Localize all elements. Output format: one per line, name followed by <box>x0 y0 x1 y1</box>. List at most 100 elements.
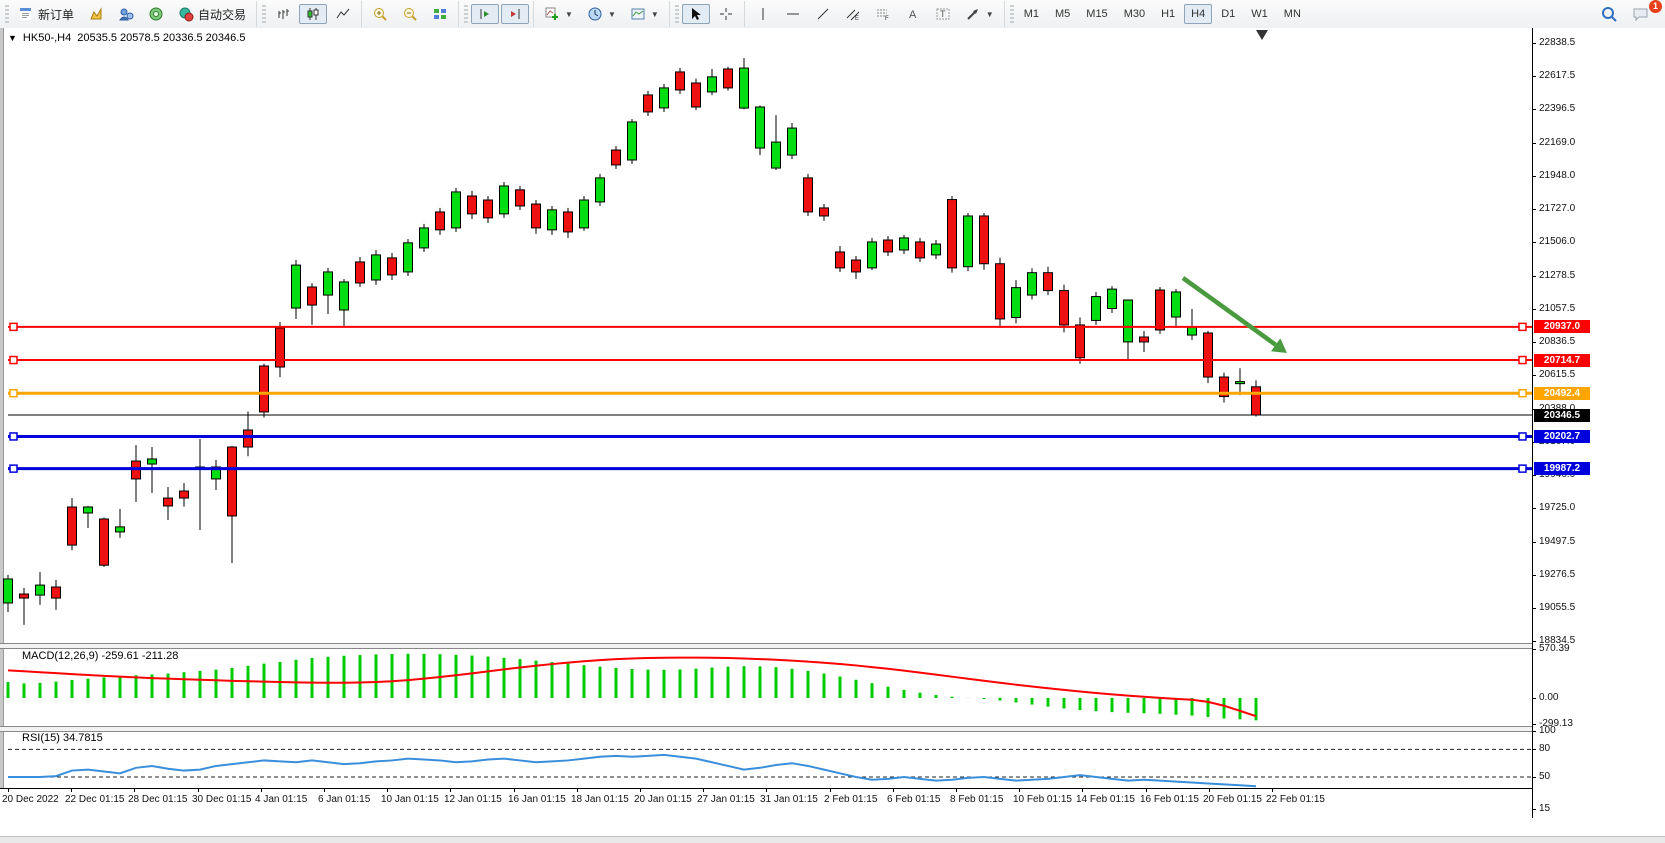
auto-trading-label: 自动交易 <box>198 7 247 22</box>
vertical-line-tool[interactable] <box>749 4 777 24</box>
candlestick-chart-icon <box>307 8 319 20</box>
price-axis-tick <box>1532 640 1536 642</box>
chart-shift-button[interactable] <box>501 4 530 24</box>
text-icon: A <box>909 9 917 21</box>
timeframe-H1[interactable]: H1 <box>1161 8 1176 20</box>
price-axis-tick <box>1532 607 1536 609</box>
cursor-tool-button[interactable] <box>681 4 710 24</box>
price-axis-label: 18834.5 <box>1539 634 1576 646</box>
timeframe-M30[interactable]: M30 <box>1123 8 1146 20</box>
notifications-button[interactable]: 1 <box>1626 0 1662 24</box>
time-axis-label: 16 Jan 01:15 <box>508 794 566 805</box>
horizontal-level-lines[interactable] <box>8 322 1532 473</box>
fibonacci-tool[interactable]: F <box>869 4 897 24</box>
price-axis-tick <box>1532 76 1536 78</box>
pane-separator[interactable] <box>0 726 1532 732</box>
svg-text:A: A <box>909 9 917 21</box>
time-axis-label: 28 Dec 01:15 <box>128 794 188 805</box>
templates-button[interactable]: ▼ <box>624 4 665 24</box>
main-toolbar: 新订单 自动交易 <box>0 0 1665 29</box>
dropdown-caret: ▼ <box>650 9 659 19</box>
text-label-tool[interactable]: T <box>929 4 957 24</box>
candlestick-chart[interactable] <box>0 28 1665 842</box>
time-axis-label: 12 Jan 01:15 <box>444 794 502 805</box>
text-label-icon: T <box>936 8 950 20</box>
time-axis-tick <box>1272 788 1273 792</box>
price-axis-label: 22838.5 <box>1539 37 1576 49</box>
zoom-in-button[interactable] <box>366 4 394 24</box>
tile-windows-button[interactable] <box>426 4 454 24</box>
timeframe-M1[interactable]: M1 <box>1023 8 1039 20</box>
channel-tool[interactable]: E <box>839 4 867 24</box>
chart-window[interactable]: ▼ HK50-,H4 20535.5 20578.5 20336.5 20346… <box>0 28 1665 843</box>
crosshair-icon <box>719 8 732 20</box>
time-axis-tick <box>893 788 894 792</box>
price-axis[interactable] <box>1532 28 1665 818</box>
timeframe-MN[interactable]: MN <box>1283 8 1301 20</box>
horizontal-line-tool[interactable] <box>779 4 807 24</box>
trend-arrow-annotation[interactable] <box>1181 276 1287 353</box>
time-axis-label: 18 Jan 01:15 <box>571 794 629 805</box>
chart-shift-marker <box>1256 30 1268 40</box>
rsi-axis-tick <box>1532 749 1536 751</box>
crosshair-tool-button[interactable] <box>712 4 740 24</box>
price-axis-label: 20615.5 <box>1539 368 1576 380</box>
pane-separator[interactable] <box>0 643 1532 649</box>
timeframe-H4[interactable]: H4 <box>1184 4 1213 24</box>
macd-label: MACD(12,26,9) -259.61 -211.28 <box>22 650 179 662</box>
zoom-out-icon <box>404 8 417 21</box>
add-indicator-button[interactable]: ▼ <box>538 4 579 24</box>
line-chart-button[interactable] <box>329 4 357 24</box>
time-axis-label: 16 Feb 01:15 <box>1140 794 1199 805</box>
line-chart-icon <box>336 8 350 19</box>
price-axis-label: 21948.0 <box>1539 169 1576 181</box>
rsi-axis-tick <box>1532 777 1536 778</box>
price-axis-tick <box>1532 374 1536 376</box>
search-button[interactable] <box>1594 4 1624 24</box>
auto-scroll-button[interactable] <box>471 4 500 24</box>
text-tool[interactable]: A <box>899 4 927 24</box>
market-watch-button[interactable] <box>142 4 170 24</box>
auto-trading-icon <box>179 7 194 22</box>
price-axis-label: 21057.5 <box>1539 302 1576 314</box>
time-axis-tick <box>577 788 578 792</box>
macd-indicator <box>6 653 1258 721</box>
new-order-button[interactable]: 新订单 <box>12 4 80 24</box>
timeframe-M5[interactable]: M5 <box>1055 8 1071 20</box>
candlestick-chart-button[interactable] <box>299 4 328 24</box>
svg-text:T: T <box>940 9 946 19</box>
auto-trading-button[interactable]: 自动交易 <box>172 4 252 24</box>
price-axis-label: 21278.5 <box>1539 269 1576 281</box>
arrow-tools-button[interactable]: ▼ <box>959 4 1000 24</box>
time-axis-tick <box>703 788 704 792</box>
price-axis-label: 19725.0 <box>1539 501 1576 513</box>
trendline-tool[interactable] <box>809 4 837 24</box>
profiles-button[interactable] <box>112 4 140 24</box>
time-axis-label: 20 Feb 01:15 <box>1203 794 1262 805</box>
time-axis-tick <box>450 788 451 792</box>
zoom-out-button[interactable] <box>396 4 424 24</box>
price-axis-tick <box>1532 541 1536 543</box>
tile-windows-icon <box>434 9 447 19</box>
zoom-in-icon <box>374 8 387 21</box>
chart-window-icon <box>90 7 102 20</box>
timeframe-W1[interactable]: W1 <box>1251 8 1268 20</box>
timeframe-D1[interactable]: D1 <box>1221 8 1236 20</box>
add-indicator-icon <box>545 7 559 20</box>
time-axis-tick <box>1209 788 1210 792</box>
price-axis-label: 21506.0 <box>1539 235 1576 247</box>
timeframe-group: M1 M5 M15 M30 H1 H4 D1 W1 MN <box>1003 1 1312 27</box>
macd-axis-label: 0.00 <box>1539 692 1559 703</box>
period-clock-button[interactable]: ▼ <box>581 4 622 24</box>
rsi-axis-label: 15 <box>1539 803 1551 815</box>
timeframe-M15[interactable]: M15 <box>1086 8 1108 20</box>
bar-chart-button[interactable] <box>269 4 297 24</box>
notification-badge: 1 <box>1649 0 1662 13</box>
time-axis-label: 30 Dec 01:15 <box>192 794 252 805</box>
time-axis-tick <box>956 788 957 792</box>
price-axis-tick <box>1532 175 1536 177</box>
rsi-axis-label: 50 <box>1539 771 1551 782</box>
price-axis-label: 20388.0 <box>1539 403 1575 414</box>
chart-window-button[interactable] <box>82 4 110 24</box>
one-click-trading-toggle[interactable]: ▼ <box>8 33 17 43</box>
